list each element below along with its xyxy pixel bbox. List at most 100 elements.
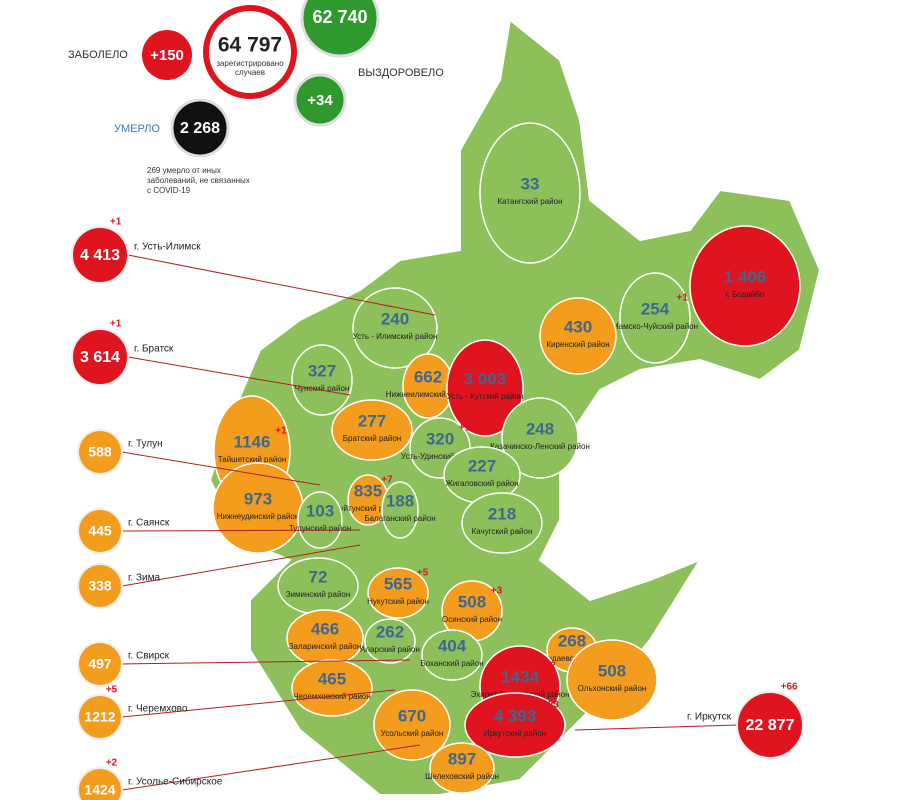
total-circle	[203, 5, 297, 99]
district-area	[689, 225, 801, 347]
district-count: 72	[309, 567, 328, 586]
city-name: г. Черемхово	[128, 704, 188, 715]
callout-line	[127, 356, 351, 396]
district-area	[297, 491, 343, 549]
district-count: 327	[308, 361, 336, 380]
district-area	[479, 122, 581, 264]
callout-line	[121, 659, 411, 665]
district-name: Куйтунский район	[335, 504, 401, 513]
district-name: г. Бодайбо	[726, 290, 765, 299]
district-name: Шелеховский район	[425, 772, 499, 781]
city-name: г. Саянск	[128, 518, 170, 529]
died-circle	[170, 98, 230, 158]
city-count: 338	[88, 578, 112, 594]
district-name: Нижнеилимский район	[386, 390, 470, 399]
district-count: 240	[381, 309, 409, 328]
district-name: Баяндаевский район	[533, 654, 610, 663]
district-count: 835	[354, 481, 382, 500]
district-area	[291, 344, 353, 416]
city-count: 22 877	[746, 717, 795, 734]
district-area	[381, 481, 419, 539]
district-count: 973	[244, 489, 272, 508]
city-circle	[71, 328, 129, 386]
district-name: Усть - Кутский район	[447, 392, 524, 401]
recovered-delta-circle	[293, 73, 347, 127]
district-area	[367, 567, 429, 619]
district-delta: +2	[778, 261, 790, 272]
city-delta: +5	[106, 685, 118, 696]
district-count: 33	[521, 174, 540, 193]
district-name: Чунский район	[295, 384, 350, 393]
district-area	[429, 742, 495, 794]
district-name: Тайшетский район	[218, 455, 287, 464]
infected-label: ЗАБОЛЕЛО	[68, 49, 128, 61]
infected-delta: +150	[150, 47, 184, 64]
district-count: 1434	[501, 667, 539, 686]
district-name: Катангский район	[497, 197, 562, 206]
city-circle	[77, 641, 123, 687]
district-count: 227	[468, 456, 496, 475]
city-circle	[77, 563, 123, 609]
district-name: Усть - Илимский район	[353, 332, 438, 341]
callout-line	[121, 744, 421, 791]
district-area	[421, 629, 483, 681]
district-count: 404	[438, 636, 467, 655]
district-delta: +3	[491, 586, 503, 597]
district-name: Балаганский район	[364, 514, 435, 523]
district-count: 1146	[234, 432, 271, 451]
district-area	[373, 689, 451, 761]
died-label: УМЕРЛО	[114, 123, 160, 135]
callout-line	[121, 544, 361, 587]
district-area	[539, 297, 617, 375]
district-count: 4 393	[494, 706, 537, 725]
district-count: 430	[564, 317, 592, 336]
districts: 33 Катангский район 1 406 г. Бодайбо +2 254 Ма…	[212, 122, 801, 794]
callout-line	[127, 254, 436, 316]
district-name: Братский район	[343, 434, 401, 443]
district-name: Мамско-Чуйский район	[612, 322, 698, 331]
recovered-delta: +34	[307, 92, 333, 109]
note: 269 умерло от иных	[147, 166, 221, 175]
district-count: 248	[526, 419, 554, 438]
city-circle	[77, 694, 123, 740]
district-count: 508	[598, 661, 626, 680]
district-count: 670	[398, 706, 426, 725]
total-caption: случаев	[235, 68, 265, 77]
district-count: 466	[311, 619, 339, 638]
district-delta: +2	[544, 661, 556, 672]
district-area	[501, 397, 579, 479]
district-count: 465	[318, 669, 346, 688]
district-name: Осинский район	[442, 615, 502, 624]
district-name: Жигаловский район	[445, 479, 518, 488]
city-count: 497	[88, 656, 112, 672]
city-count: 1424	[84, 782, 115, 798]
district-name: Усольский район	[381, 729, 444, 738]
district-name: Заларинский район	[289, 642, 362, 651]
district-name: Боханский район	[420, 659, 483, 668]
district-area	[461, 492, 543, 554]
city-circle	[77, 767, 123, 800]
district-count: 218	[488, 504, 516, 523]
note: заболеваний, не связанных	[147, 176, 250, 185]
district-count: 277	[358, 411, 386, 430]
district-delta: +7	[381, 475, 393, 486]
district-area	[619, 272, 691, 364]
district-count: 565	[384, 574, 412, 593]
died: 2 268	[180, 120, 220, 137]
summary: ЗАБОЛЕЛО +150 64 797 зарегистрировано сл…	[68, 0, 444, 195]
city-name: г. Тулун	[128, 439, 163, 450]
note: с COVID-19	[147, 186, 191, 195]
district-count: 1 406	[724, 267, 767, 286]
city-name: г. Усть-Илимск	[134, 242, 201, 253]
city-name: г. Усолье-Сибирское	[128, 776, 223, 788]
recovered-circle	[300, 0, 380, 58]
total: 64 797	[218, 34, 282, 57]
district-count: 662	[414, 367, 442, 386]
callouts: 4 413 г. Усть-Илимск +1 3 614 г. Братск +1 588…	[71, 217, 804, 800]
district-delta: +23	[542, 700, 559, 711]
city-delta: +66	[781, 682, 798, 693]
district-count: 268	[558, 631, 586, 650]
district-delta: +5	[417, 568, 429, 579]
city-delta: +1	[110, 217, 122, 228]
city-count: 588	[88, 444, 112, 460]
